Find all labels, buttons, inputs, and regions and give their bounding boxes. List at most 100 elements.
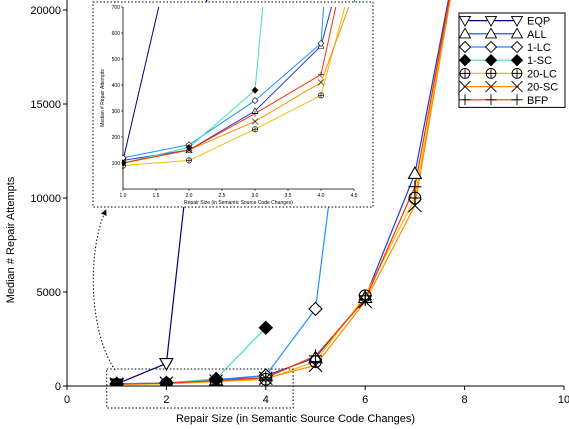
y-tick-label: 0: [55, 381, 61, 393]
data-point: [510, 27, 524, 39]
inset-y-tick-label: 700: [112, 5, 121, 11]
inset-series-line-20-lc: [122, 7, 346, 167]
inset-y-tick-label: 400: [112, 83, 121, 89]
inset-series-line-1-lc: [122, 7, 325, 159]
x-tick-label: 0: [64, 394, 70, 406]
y-tick-label: 15000: [30, 99, 61, 111]
x-tick-label: 6: [362, 394, 368, 406]
data-point: [186, 147, 192, 153]
data-point: [209, 374, 223, 386]
legend-label: 20-LC: [527, 68, 557, 80]
x-tick-label: 8: [462, 394, 468, 406]
data-point: [510, 16, 524, 28]
data-point: [308, 301, 323, 317]
data-point: [252, 126, 259, 133]
legend-label: 20-SC: [527, 82, 558, 94]
data-point: [459, 80, 471, 93]
inset-x-tick-label: 3.0: [252, 193, 259, 199]
inset-x-tick-label: 3.5: [285, 193, 292, 199]
legend-item-1-lc: 1-LC: [458, 40, 551, 54]
inset-x-tick-label: 2.0: [186, 193, 193, 199]
legend-item-eqp: EQP: [458, 16, 550, 28]
inset-x-tick-label: 2.5: [219, 193, 226, 199]
data-point: [318, 71, 324, 78]
series-line-bfp: [116, 0, 450, 385]
legend-item-1-sc: 1-SC: [458, 54, 552, 67]
inset-y-tick-label: 100: [112, 161, 121, 167]
y-tick-label: 10000: [30, 193, 61, 205]
inset-series-line-bfp: [122, 7, 337, 164]
legend-label: ALL: [527, 29, 547, 41]
data-point: [510, 40, 524, 54]
data-point: [459, 94, 471, 106]
inset-x-tick-label: 1.5: [153, 193, 160, 199]
inset-y-tick-label: 600: [112, 31, 121, 37]
data-point: [407, 165, 423, 179]
legend-item-all: ALL: [458, 27, 547, 41]
data-point: [484, 16, 498, 28]
inset-plot: 1.0 1.5 2.0 2.5 3.0 3.5 4.0 4.5 100 200 300 400 500 6…: [92, 1, 374, 208]
data-point: [458, 27, 472, 39]
data-point: [511, 80, 523, 93]
data-point: [186, 157, 193, 164]
inset-x-axis-label: Repair Size (in Semantic Source Code Cha…: [184, 200, 293, 206]
x-axis-label: Repair Size (in Semantic Source Code Cha…: [176, 413, 415, 425]
legend-item-20-sc: 20-SC: [459, 80, 558, 94]
y-tick-label: 20000: [30, 5, 61, 17]
data-point: [252, 110, 258, 117]
data-point: [458, 16, 472, 28]
data-point: [511, 67, 523, 79]
inset-series-area: [122, 7, 350, 169]
inset-frame: [92, 1, 374, 208]
data-point: [158, 358, 174, 372]
data-point: [159, 376, 173, 386]
inset-y-tick-label: 300: [112, 109, 121, 115]
data-point: [510, 54, 524, 67]
y-axis-label: Median # Repair Attempts: [5, 176, 17, 303]
data-point: [459, 67, 471, 79]
x-tick-label: 10: [558, 394, 569, 406]
data-point: [317, 79, 325, 86]
data-point: [484, 54, 498, 67]
data-point: [317, 92, 324, 99]
data-point: [251, 86, 259, 94]
data-point: [458, 54, 472, 67]
y-tick-label: 5000: [37, 287, 61, 299]
legend-label: EQP: [527, 16, 550, 28]
data-point: [317, 39, 325, 47]
zoom-arrow: [92, 209, 116, 371]
data-point: [485, 80, 497, 93]
data-point: [408, 198, 422, 213]
data-point: [251, 97, 259, 105]
data-point: [484, 40, 498, 54]
inset-y-axis-label: Median # Repair Attempts: [100, 69, 106, 127]
data-point: [484, 27, 498, 39]
legend-item-20-lc: 20-LC: [459, 67, 557, 80]
data-point: [485, 94, 497, 106]
data-point: [259, 371, 273, 385]
data-point: [458, 40, 472, 54]
inset-series-line-1-sc: [122, 7, 264, 164]
x-tick-label: 4: [263, 394, 269, 406]
inset-y-tick-label: 200: [112, 135, 121, 141]
series-line-1-sc: [116, 327, 267, 385]
inset-x-tick-label: 1.0: [120, 193, 127, 199]
x-tick-label: 2: [163, 394, 169, 406]
data-point: [485, 67, 497, 79]
data-point: [309, 349, 322, 363]
legend-label: 1-SC: [527, 55, 552, 67]
data-point: [122, 160, 126, 166]
series-line-20-lc: [116, 0, 451, 385]
inset-series-line-eqp: [122, 7, 160, 161]
data-point: [358, 293, 372, 307]
legend-item-bfp: BFP: [459, 94, 548, 107]
inset-x-tick-label: 4.5: [351, 193, 358, 199]
data-point: [258, 320, 274, 335]
legend-label: 1-LC: [527, 42, 551, 54]
data-point: [110, 377, 124, 386]
data-point: [251, 118, 259, 125]
inset-x-tick-label: 4.0: [318, 193, 325, 199]
data-point: [511, 94, 523, 106]
